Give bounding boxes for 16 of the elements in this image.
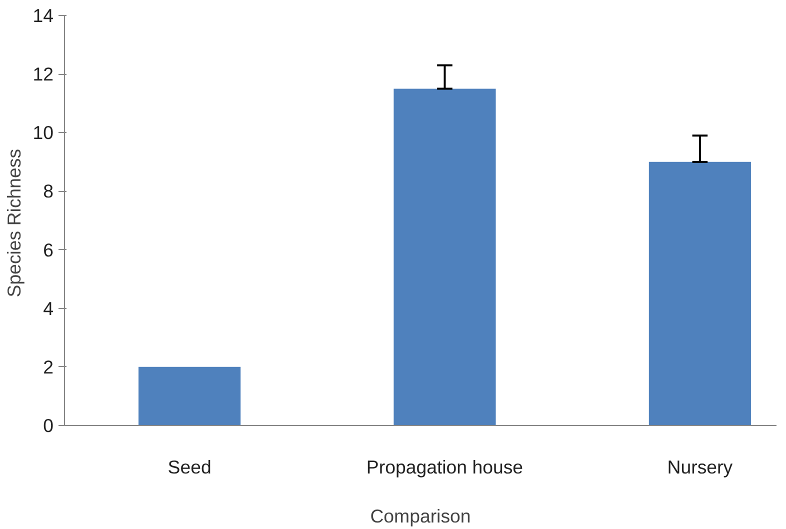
y-tick-label: 6	[43, 239, 54, 260]
bar	[648, 162, 751, 426]
x-tick-label: Nursery	[667, 456, 734, 478]
x-axis-title: Comparison	[370, 506, 471, 526]
x-tick-label: Seed	[168, 456, 212, 478]
y-tick-label: 8	[43, 180, 54, 202]
y-axis-title: Species Richness	[4, 148, 25, 298]
y-tick-label: 0	[43, 415, 54, 436]
x-tick-label: Propagation house	[366, 456, 524, 478]
y-tick-label: 14	[32, 5, 54, 26]
y-tick-label: 4	[43, 298, 54, 319]
bar	[138, 366, 241, 426]
bar	[394, 88, 496, 426]
y-tick-label: 12	[32, 64, 54, 85]
y-tick-label: 2	[43, 356, 54, 378]
y-tick-label: 10	[32, 122, 54, 144]
